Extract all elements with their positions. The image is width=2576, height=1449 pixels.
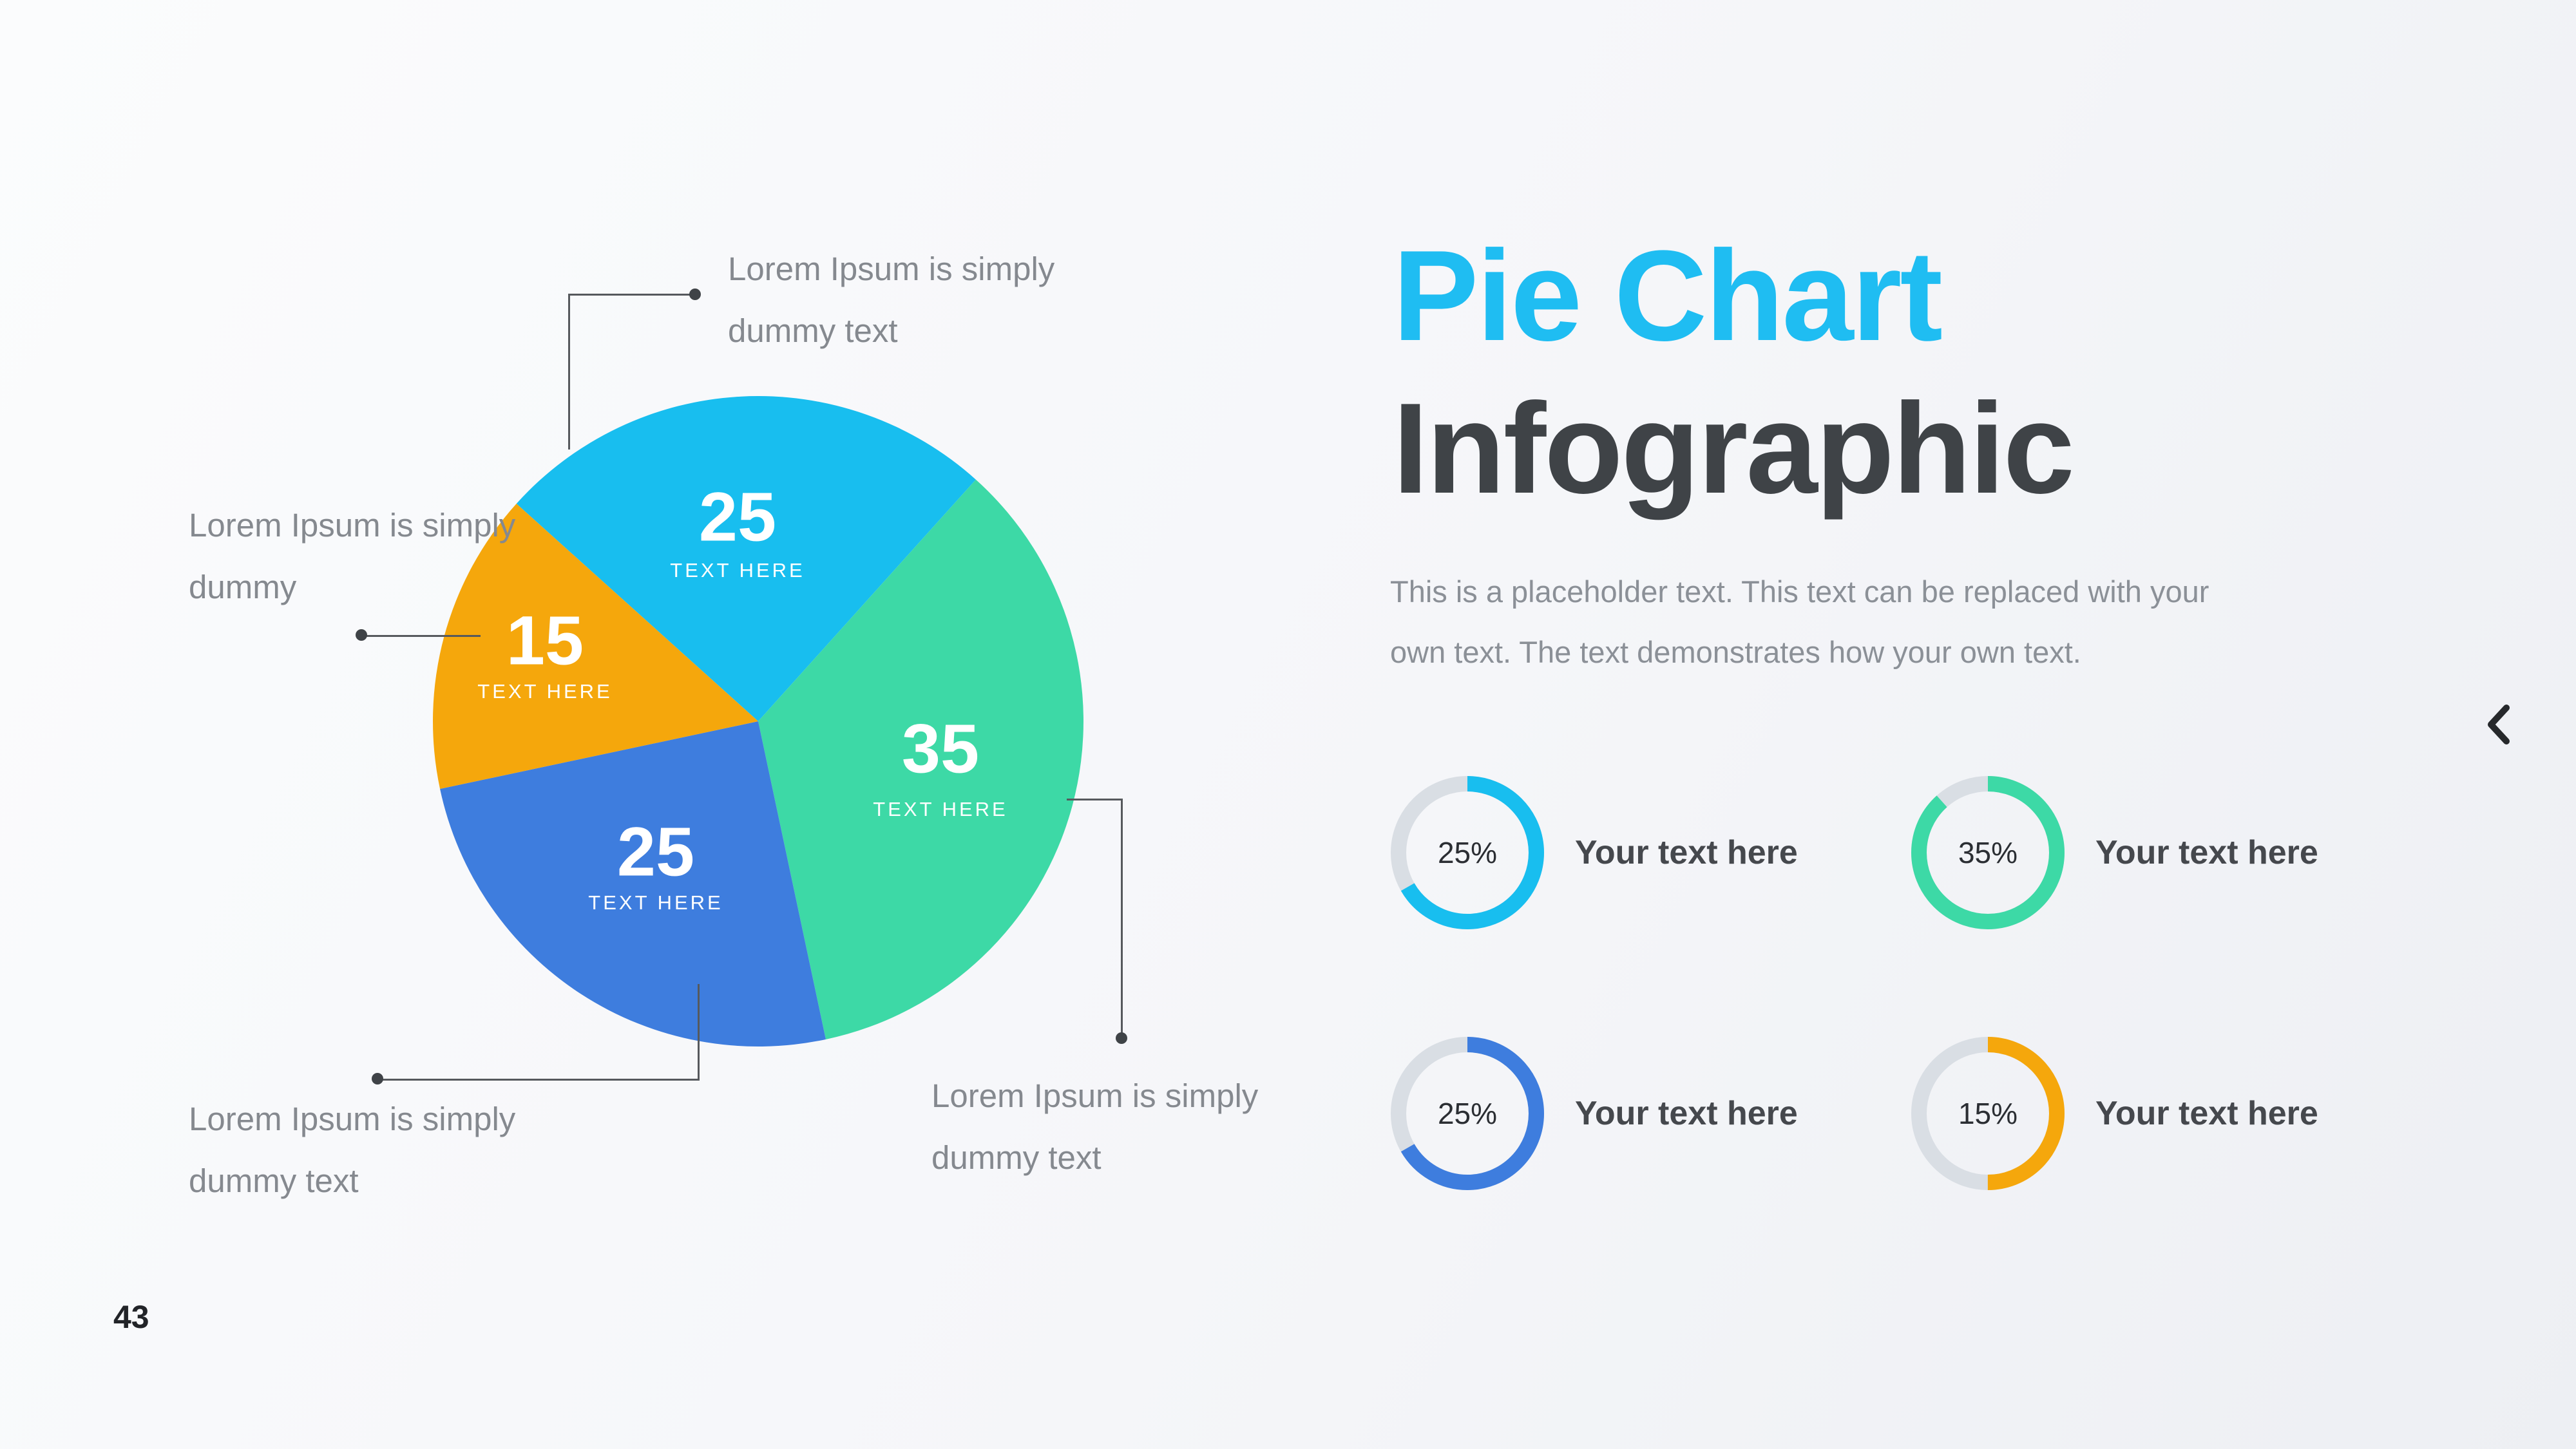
gauge-percent: 25% (1437, 1097, 1498, 1130)
connector-top-vertical (568, 294, 570, 450)
callout-top: Lorem Ipsum is simply dummy text (728, 238, 1054, 362)
gauge-ring (1391, 1037, 1544, 1190)
connector-bottom-left-dot (372, 1073, 383, 1084)
callout-bottom-left-line1: Lorem Ipsum is simply (189, 1101, 516, 1137)
pie-slice-value-blue: 25 (616, 812, 695, 891)
gauge-blue-25: 25% Your text here (1391, 1037, 1798, 1190)
gauge-label: Your text here (2095, 834, 2318, 871)
gauge-green-35: 35% Your text here (1911, 776, 2318, 929)
pie-slice-green (758, 479, 1083, 1039)
chevron-left-icon (2488, 705, 2510, 744)
connector-bottom-right-vertical (1121, 799, 1123, 1033)
gauge-arc-circle (1391, 776, 1544, 929)
pie-slice-value-green: 35 (901, 709, 980, 788)
callout-bottom-right-line2: dummy text (931, 1139, 1102, 1176)
gauge-percent: 35% (1958, 836, 2018, 869)
gauge-ring (1911, 776, 2065, 929)
gauge-label: Your text here (2095, 1095, 2318, 1132)
connector-bottom-left-vertical (698, 984, 700, 1081)
gauge-arc-circle (1911, 776, 2065, 929)
pie-slice-value-cyan: 25 (698, 477, 777, 556)
connector-top-dot (689, 289, 701, 300)
callout-left-line2: dummy (189, 569, 297, 605)
gauge-label: Your text here (1575, 834, 1798, 871)
previous-slide-button[interactable] (2485, 703, 2514, 746)
gauge-ring (1911, 1037, 2065, 1190)
pie-chart (433, 395, 1083, 1046)
gauge-ring (1391, 776, 1544, 929)
callout-left: Lorem Ipsum is simply dummy (189, 495, 515, 618)
gauge-percent: 25% (1437, 836, 1498, 869)
slide-description: This is a placeholder text. This text ca… (1390, 562, 2209, 683)
slide-title-dark: Infographic (1393, 377, 2075, 520)
connector-left-horizontal (362, 635, 481, 637)
pie-slice-orange (433, 504, 758, 789)
description-line2: own text. The text demonstrates how your… (1390, 635, 2081, 669)
callout-bottom-right-line1: Lorem Ipsum is simply (931, 1077, 1259, 1114)
gauge-label: Your text here (1575, 1095, 1798, 1132)
callout-top-line2: dummy text (728, 312, 898, 349)
pie-slice-blue (440, 721, 826, 1046)
callout-top-line1: Lorem Ipsum is simply (728, 251, 1055, 287)
gauge-arc-circle (1911, 1037, 2065, 1190)
connector-bottom-right-horizontal (1067, 799, 1122, 800)
slide-title-accent: Pie Chart (1393, 224, 1943, 368)
connector-bottom-left-horizontal (377, 1079, 700, 1081)
pie-slice-label-green: TEXT HERE (873, 798, 1008, 820)
callout-bottom-right: Lorem Ipsum is simply dummy text (931, 1065, 1258, 1189)
pie-slice-value-orange: 15 (506, 601, 584, 679)
connector-bottom-right-dot (1116, 1032, 1127, 1044)
pie-slice-label-orange: TEXT HERE (477, 680, 613, 703)
pie-slice-label-cyan: TEXT HERE (670, 559, 805, 582)
pie-slice-cyan (516, 395, 976, 721)
callout-left-line1: Lorem Ipsum is simply (189, 507, 516, 544)
callout-bottom-left: Lorem Ipsum is simply dummy text (189, 1088, 515, 1212)
connector-left-dot (356, 629, 367, 641)
pie-slice-label-blue: TEXT HERE (588, 891, 723, 914)
gauge-orange-15: 15% Your text here (1911, 1037, 2318, 1190)
pie-chart-svg (433, 395, 1083, 1046)
gauge-cyan-25: 25% Your text here (1391, 776, 1798, 929)
description-line1: This is a placeholder text. This text ca… (1390, 574, 2209, 609)
gauge-arc-circle (1391, 1037, 1544, 1190)
connector-top-horizontal (568, 294, 691, 296)
gauge-percent: 15% (1958, 1097, 2018, 1130)
page-number: 43 (113, 1299, 149, 1335)
callout-bottom-left-line2: dummy text (189, 1162, 359, 1199)
